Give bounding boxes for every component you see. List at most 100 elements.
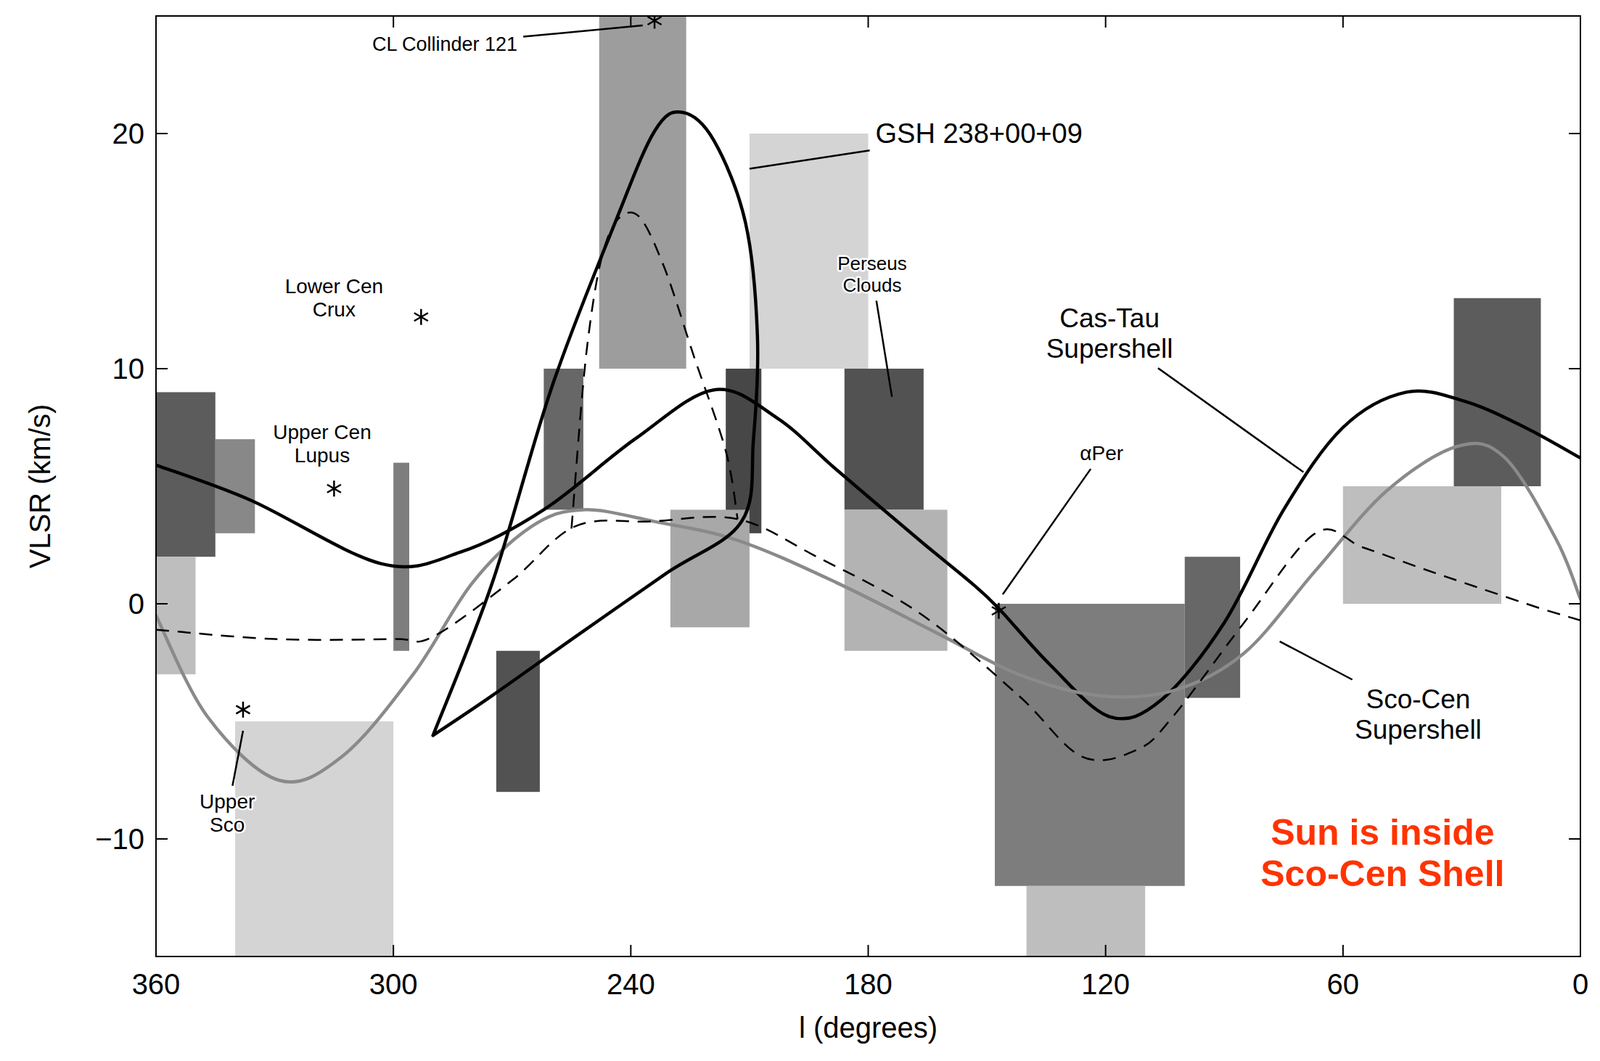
annotation-line: Crux (312, 298, 356, 321)
annotation-line: Sco (209, 813, 245, 836)
x-tick-label: 240 (606, 967, 656, 1000)
marker-stroke (327, 484, 342, 493)
plot-frame (156, 15, 1581, 957)
annotation: CL Collinder 121 (372, 33, 518, 56)
annotation-line: Cas-Tau (1059, 303, 1160, 334)
annotation-line: Perseus (837, 252, 907, 275)
marker-stroke (653, 15, 656, 29)
x-tick-top (1579, 15, 1582, 28)
annotation-line: Sun is inside (1270, 811, 1495, 853)
y-tick (156, 838, 168, 840)
x-tick (1105, 944, 1107, 957)
annotation-line: Upper (199, 790, 255, 813)
annotation-line: Lower Cen (285, 275, 384, 298)
y-tick-right (1568, 367, 1581, 370)
x-axis-title: l (degrees) (798, 1011, 938, 1044)
y-tick-label: −10 (95, 822, 145, 855)
x-tick-top (1105, 15, 1107, 28)
annotation-line: Sco-Cen (1365, 684, 1471, 715)
annotation-line: GSH 238+00+09 (875, 118, 1083, 149)
emission-cell (235, 721, 394, 957)
annotation-line: CL Collinder 121 (372, 33, 518, 56)
chart: 360300240180120600−1001020l (degrees)VLS… (0, 0, 1600, 1061)
annotation: αPer (1079, 441, 1124, 465)
axes: 360300240180120600−1001020 (95, 15, 1589, 1000)
x-tick (629, 944, 632, 957)
y-tick-right (1568, 602, 1581, 605)
leader-line (1002, 468, 1091, 595)
emission-cell (496, 650, 540, 792)
curve (571, 212, 738, 529)
annotation: Cas-TauSupershell (1046, 303, 1174, 365)
y-tick (156, 132, 168, 135)
series (156, 15, 1581, 783)
x-tick-top (392, 15, 395, 28)
emission-cell (599, 15, 687, 369)
plot-background (156, 15, 1581, 957)
star-marker (647, 15, 662, 29)
annotation: Sco-CenSupershell (1354, 684, 1482, 746)
curve (156, 389, 1581, 720)
curve (156, 516, 1581, 761)
x-tick-top (1342, 15, 1344, 28)
emission-cell (749, 133, 869, 369)
star-marker (414, 309, 429, 326)
y-tick-label: 10 (112, 352, 146, 385)
annotation-line: Clouds (842, 274, 902, 297)
leader-line (523, 25, 643, 38)
x-tick (1342, 944, 1344, 957)
emission-cell (994, 603, 1185, 886)
annotation-line: Lupus (294, 444, 350, 467)
annotation-line: Upper Cen (272, 420, 371, 444)
emission (156, 15, 1541, 957)
x-tick (392, 944, 395, 957)
x-tick (1579, 944, 1582, 957)
y-tick (156, 602, 168, 605)
x-tick-label: 360 (132, 967, 181, 1000)
emission-cell (215, 439, 256, 534)
y-tick (156, 367, 168, 370)
annotation: PerseusClouds (837, 252, 907, 297)
emission-cell (1343, 486, 1502, 604)
page: {"chart_data": { "type": "line", "x_labe… (0, 0, 1600, 1061)
emission-cell (1184, 556, 1241, 698)
x-tick-top (155, 15, 157, 28)
curve (433, 111, 759, 736)
x-tick-label: 180 (843, 967, 893, 1000)
star-marker (235, 701, 250, 718)
marker-stroke (327, 484, 342, 493)
y-tick-right (1568, 132, 1581, 135)
annotation: Lower CenCrux (285, 275, 384, 321)
marker-stroke (647, 16, 662, 25)
star-marker (327, 480, 342, 497)
emission-cell (1454, 298, 1542, 487)
leaders (232, 25, 1352, 786)
x-tick-label: 120 (1081, 967, 1130, 1000)
leader-line (876, 300, 892, 397)
emission-cell (1026, 885, 1146, 957)
annotation: GSH 238+00+09 (875, 118, 1083, 149)
marker-stroke (991, 606, 1006, 615)
x-tick-label: 300 (369, 967, 418, 1000)
leader-line (1158, 367, 1304, 472)
marker-stroke (414, 312, 429, 321)
x-tick-label: 0 (1572, 967, 1589, 1000)
annotation-line: αPer (1079, 441, 1124, 465)
y-axis-title: VLSR (km/s) (23, 404, 56, 569)
x-tick-label: 60 (1327, 967, 1360, 1000)
star-marker (991, 602, 1006, 619)
emission-cell (393, 462, 410, 651)
annotation: Upper CenLupus (272, 420, 371, 467)
marker-stroke (235, 705, 250, 714)
y-tick-label: 0 (128, 587, 145, 620)
x-tick-top (867, 15, 870, 28)
plot-marks (156, 15, 1581, 957)
x-tick (155, 944, 157, 957)
annotation: Sun is insideSco-Cen Shell (1260, 811, 1505, 895)
curve (156, 443, 1581, 783)
annotation-line: Sco-Cen Shell (1260, 853, 1505, 894)
leader-line (1280, 641, 1353, 680)
marker-stroke (235, 705, 250, 714)
annotation: UpperSco (199, 790, 255, 836)
marker-stroke (647, 16, 662, 25)
